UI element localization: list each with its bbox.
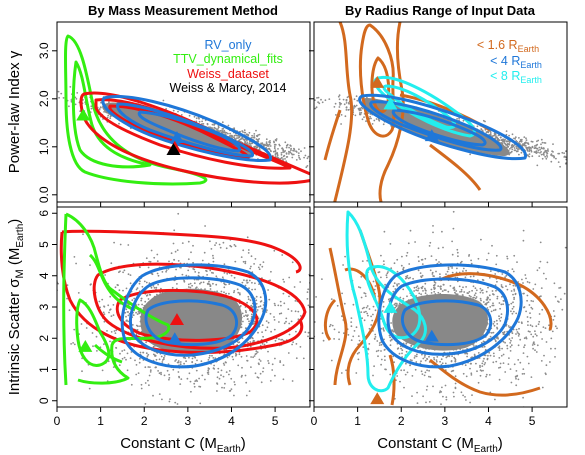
ylabel-top: Power-law Index γ [6, 50, 23, 173]
y-tick-label: 6 [37, 210, 51, 217]
contour-ttv-inner [71, 60, 152, 169]
legend-left: RV_only TTV_dynamical_fits Weiss_dataset… [170, 38, 287, 95]
x-tick-label: 0 [311, 414, 318, 428]
marker-triangle [424, 129, 439, 142]
legend-entry-weiss-marcy: Weiss & Marcy, 2014 [170, 81, 287, 95]
xlabel-right: Constant C (MEarth) [377, 435, 503, 455]
contours-bottom-right [323, 210, 553, 406]
contours-bottom-left [59, 212, 307, 386]
legend-entry-rv: RV_only [204, 38, 252, 52]
x-tick-label: 5 [272, 414, 279, 428]
contour-rv-mid [129, 276, 257, 357]
legend-entry-ttv: TTV_dynamical_fits [173, 52, 283, 66]
contours-top-right [323, 22, 527, 202]
marker-triangle [169, 313, 184, 326]
contour-lt4-inner [400, 299, 493, 347]
contour-lt4-outer [377, 263, 523, 369]
marker-triangle [78, 340, 93, 352]
contour-lt4-mid [369, 100, 503, 152]
y-tick-label: 3 [37, 303, 51, 310]
legend-entry-lt4: < 4 REarth [490, 54, 542, 70]
title-right: By Radius Range of Input Data [345, 3, 536, 18]
contour-ttv-inner [75, 298, 111, 367]
contours-top-left [64, 34, 310, 186]
marker-triangle [166, 143, 181, 156]
x-tick-label: 2 [398, 414, 405, 428]
contour-lt16-mid [358, 23, 396, 138]
y-tick-label: 1 [37, 366, 51, 373]
contour-lt4-inner [391, 108, 487, 147]
marker-triangle [383, 300, 398, 313]
y-tick-label: 5 [37, 241, 51, 248]
contour-lt8-outer [345, 210, 427, 393]
x-tick-label: 1 [354, 414, 361, 428]
y-tick-label: 0.0 [37, 186, 51, 203]
contour-rv-outer [120, 263, 268, 369]
legend-entry-lt8: < 8 REarth [490, 69, 542, 85]
marker-triangle [169, 131, 184, 144]
legend-entry-lt16: < 1.6 REarth [477, 38, 539, 54]
marker-triangle [370, 392, 385, 405]
panel-frame-top-right [313, 21, 568, 203]
legend-right: < 1.6 REarth < 4 REarth < 8 REarth [477, 38, 542, 85]
marker-triangle [167, 332, 182, 345]
x-tick-label: 0 [54, 414, 61, 428]
legend-entry-weiss: Weiss_dataset [187, 67, 269, 81]
ylabel-bottom: Intrinsic Scatter σM (MEarth) [6, 219, 26, 396]
x-tick-label: 3 [185, 414, 192, 428]
title-left: By Mass Measurement Method [88, 3, 278, 18]
contour-rv-inner [144, 299, 239, 347]
x-tick-label: 3 [442, 414, 449, 428]
contour-rv-outer [101, 95, 273, 162]
contour-rv-inner [137, 110, 242, 153]
x-tick-label: 4 [485, 414, 492, 428]
xlabel-left: Constant C (MEarth) [120, 435, 246, 455]
marker-triangle [383, 97, 398, 110]
contour-ttv-outer [62, 212, 171, 386]
y-tick-label: 3.0 [37, 42, 51, 59]
contour-ttv-outer [64, 34, 208, 186]
contour-lt8-outer [373, 75, 476, 138]
x-tick-label: 4 [228, 414, 235, 428]
contour-rv-mid [116, 102, 255, 158]
y-tick-label: 0 [37, 397, 51, 404]
contour-lt4-mid [386, 277, 509, 356]
x-tick-label: 1 [97, 414, 104, 428]
y-tick-label: 4 [37, 272, 51, 279]
marker-triangle [370, 75, 385, 88]
density-core [392, 294, 488, 351]
contour-weiss-inner [115, 288, 259, 342]
contour-lt4-outer [358, 93, 527, 161]
x-tick-label: 5 [529, 414, 536, 428]
axis-ticks: 0.0 1.0 2.0 3.0 0 1 2 3 4 5 0 1 2 3 4 5 6 0 1 2 3 4 5 [37, 42, 536, 428]
y-tick-label: 2.0 [37, 90, 51, 107]
contour-lt16 [323, 229, 553, 406]
x-tick-label: 2 [141, 414, 148, 428]
panel-frame-top-left [56, 21, 311, 203]
y-tick-label: 1.0 [37, 138, 51, 155]
marker-triangle [76, 108, 91, 121]
contour-lt8-inner [382, 84, 457, 129]
markers [76, 75, 439, 405]
marker-triangle [424, 329, 439, 342]
y-tick-label: 2 [37, 335, 51, 342]
